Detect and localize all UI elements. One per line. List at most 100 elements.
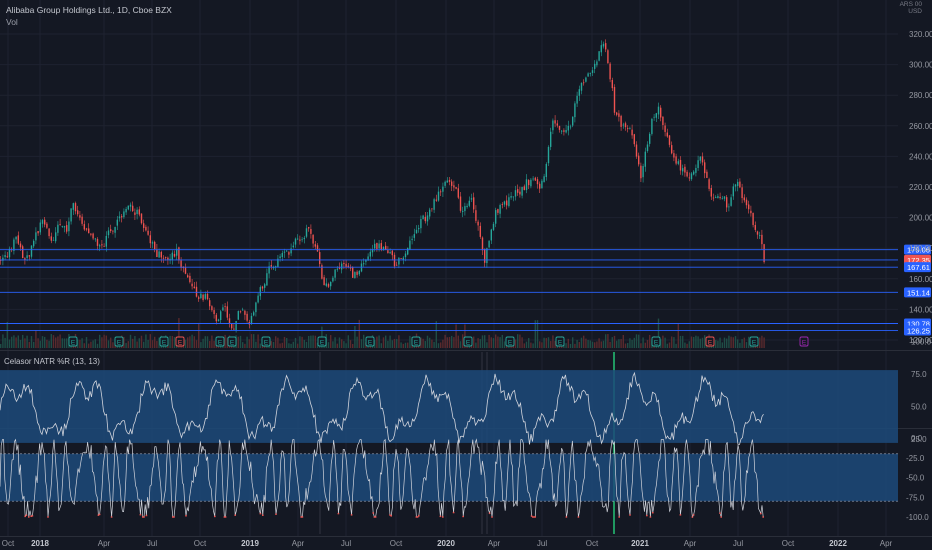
volume-bar-257 — [565, 343, 567, 348]
volume-bar-173 — [380, 343, 382, 348]
candle-body-212 — [466, 205, 468, 208]
candle-body-115 — [253, 312, 255, 316]
candle-body-261 — [574, 103, 576, 118]
earnings-marker-15[interactable]: E — [749, 336, 759, 347]
volume-bar-126 — [277, 337, 279, 348]
earnings-marker-box-6 — [261, 336, 271, 347]
candle-body-307 — [675, 156, 677, 164]
candle-body-329 — [723, 196, 726, 199]
candle-body-258 — [567, 125, 569, 131]
level-tag-text-4: 130.78 — [907, 320, 930, 329]
volume-bar-41 — [90, 341, 92, 348]
volume-bar-109 — [239, 335, 242, 348]
earnings-marker-3[interactable]: E — [175, 336, 185, 347]
earnings-marker-letter-7: E — [320, 339, 325, 346]
candle-body-308 — [677, 161, 679, 164]
earnings-marker-12[interactable]: E — [555, 336, 565, 347]
candle-body-295 — [649, 133, 651, 144]
candle-body-293 — [644, 151, 646, 167]
volume-bar-236 — [519, 334, 521, 348]
volume-bar-113 — [248, 339, 250, 348]
earnings-marker-11[interactable]: E — [505, 336, 515, 347]
earnings-marker-8[interactable]: E — [365, 336, 375, 347]
earnings-marker-box-9 — [411, 336, 421, 347]
earnings-marker-1[interactable]: E — [114, 336, 124, 347]
candle-body-265 — [583, 82, 585, 84]
chart-title: Alibaba Group Holdings Ltd., 1D, Cboe BZ… — [6, 5, 172, 15]
volume-bar-288 — [633, 337, 635, 348]
level-tag-3: 151.14 — [904, 287, 931, 298]
level-tag-0: 179.06 — [904, 244, 931, 255]
price-axis[interactable]: 120.00 140.00 160.00 180.00 200.00 220.00 240.… — [906, 30, 932, 522]
volume-bar-245 — [539, 341, 541, 348]
candle-body-194 — [426, 215, 429, 222]
earnings-marker-5[interactable]: E — [227, 336, 237, 347]
candle-body-296 — [651, 118, 653, 134]
volume-bar-93 — [204, 336, 206, 348]
earnings-marker-14[interactable]: E — [705, 336, 715, 347]
earnings-marker-2[interactable]: E — [159, 336, 169, 347]
volume-bar-164 — [360, 339, 363, 348]
volume-bar-196 — [431, 339, 433, 348]
candle-body-216 — [475, 210, 477, 221]
volume-bar-305 — [671, 336, 673, 348]
volume-bar-27 — [59, 334, 61, 348]
earnings-marker-7[interactable]: E — [317, 336, 327, 347]
candle-body-151 — [332, 277, 334, 282]
candle-body-52 — [114, 227, 116, 233]
candle-body-237 — [521, 186, 523, 196]
candle-body-219 — [481, 237, 484, 251]
volume-bar-221 — [486, 342, 488, 348]
volume-bar-180 — [396, 339, 398, 348]
candle-body-259 — [569, 126, 572, 128]
candle-body-161 — [354, 272, 356, 279]
earnings-marker-0[interactable]: E — [68, 336, 78, 347]
earnings-marker-letter-3: E — [178, 339, 183, 346]
volume-bar-45 — [99, 334, 101, 348]
volume-bar-310 — [682, 335, 684, 348]
volume-bar-162 — [356, 336, 358, 348]
volume-bar-307 — [675, 343, 677, 348]
candle-body-330 — [726, 197, 728, 208]
earnings-marker-6[interactable]: E — [261, 336, 271, 347]
candle-body-213 — [468, 200, 470, 206]
volume-bar-116 — [255, 341, 257, 348]
candle-body-171 — [376, 242, 378, 250]
candle-body-129 — [283, 251, 286, 253]
volume-bar-103 — [226, 337, 228, 348]
volume-bar-211 — [464, 324, 466, 348]
candle-body-109 — [239, 311, 242, 313]
candle-body-97 — [213, 310, 215, 315]
volume-bar-29 — [63, 338, 66, 348]
candle-body-241 — [530, 179, 532, 187]
candle-body-173 — [380, 243, 382, 250]
candle-body-280 — [616, 112, 618, 115]
candle-body-112 — [246, 313, 248, 321]
candle-body-90 — [198, 297, 200, 299]
volume-bar-63 — [138, 338, 140, 348]
candle-body-311 — [684, 166, 686, 173]
candle-body-332 — [730, 197, 732, 206]
candle-body-150 — [330, 281, 332, 287]
volume-bar-335 — [737, 339, 739, 348]
volume-bar-24 — [52, 335, 55, 348]
candle-body-303 — [666, 132, 668, 137]
candle-body-106 — [233, 328, 235, 330]
earnings-marker-13[interactable]: E — [651, 336, 661, 347]
earnings-marker-10[interactable]: E — [463, 336, 473, 347]
candle-body-220 — [484, 248, 486, 263]
earnings-marker-16[interactable]: E — [799, 336, 809, 347]
candle-body-277 — [609, 63, 611, 80]
volume-bar-185 — [407, 342, 409, 348]
volume-bar-125 — [275, 336, 277, 348]
volume-bar-15 — [33, 341, 35, 348]
candle-body-24 — [52, 239, 55, 241]
candle-body-8 — [17, 235, 19, 244]
earnings-marker-9[interactable]: E — [411, 336, 421, 347]
earnings-marker-4[interactable]: E — [215, 336, 225, 347]
earnings-marker-letter-0: E — [71, 339, 76, 346]
time-axis[interactable]: Oct 2018 Apr Jul Oct 2019 Apr Jul Oct 2020 Apr Jul O… — [2, 539, 893, 548]
